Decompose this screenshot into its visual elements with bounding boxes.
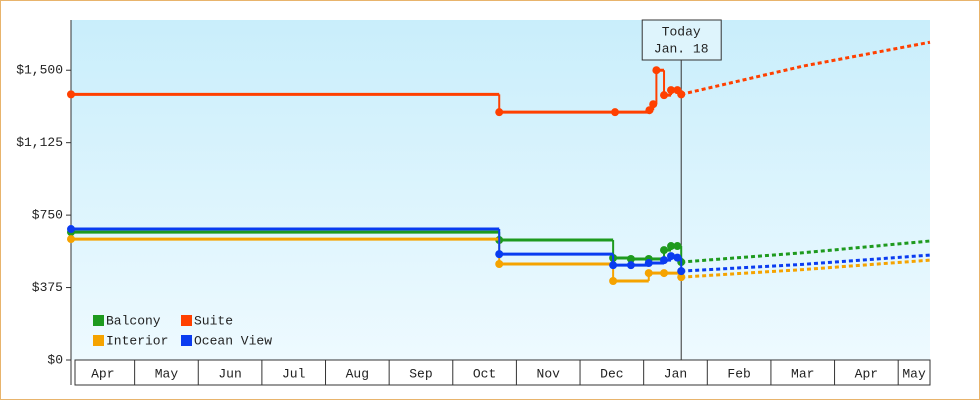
legend-label: Suite [194, 313, 233, 328]
legend-swatch [181, 335, 192, 346]
point [67, 225, 75, 234]
point [673, 242, 682, 251]
x-tick-label: May [902, 366, 926, 381]
x-tick-label: Apr [855, 366, 878, 381]
x-tick-label: May [155, 366, 179, 381]
x-axis-band [74, 359, 931, 386]
y-tick-label: $1,500 [16, 63, 63, 78]
plot-area [71, 20, 930, 360]
x-tick-label: Dec [600, 366, 623, 381]
point [67, 235, 75, 244]
point [495, 108, 504, 117]
forecast-line [681, 239, 931, 264]
x-tick-label: Jul [282, 366, 306, 381]
forecast-line [681, 258, 931, 279]
x-tick-label: Jun [218, 366, 241, 381]
legend-label: Balcony [106, 313, 161, 328]
x-tick-label: Apr [91, 366, 114, 381]
point [611, 108, 620, 117]
point [67, 90, 75, 99]
today-box [641, 19, 722, 61]
point [495, 250, 504, 259]
point [644, 259, 653, 268]
point [660, 91, 669, 100]
y-tick-label: $750 [32, 208, 63, 223]
point [677, 267, 686, 276]
x-tick-label: Oct [473, 366, 496, 381]
point [609, 276, 618, 285]
point [673, 253, 682, 262]
point [667, 242, 676, 251]
today-label: Jan. 18 [654, 41, 709, 56]
x-tick-label: Jan [664, 366, 687, 381]
point [652, 66, 661, 75]
point [649, 100, 658, 109]
forecast-line [680, 40, 931, 96]
point [667, 86, 676, 95]
y-tick-label: $375 [32, 280, 63, 295]
point [626, 261, 635, 270]
x-tick-label: Aug [346, 366, 369, 381]
legend-swatch [93, 335, 104, 346]
point [677, 90, 686, 99]
x-tick-label: Nov [537, 366, 561, 381]
legend-swatch [181, 315, 192, 326]
point [644, 269, 653, 278]
y-tick-label: $1,125 [16, 135, 63, 150]
x-tick-label: Mar [791, 366, 814, 381]
point [645, 106, 654, 115]
point [609, 261, 618, 270]
y-tick-label: $0 [47, 352, 63, 367]
point [495, 259, 504, 268]
legend-label: Interior [106, 333, 168, 348]
forecast-line [681, 253, 931, 273]
legend-swatch [93, 315, 104, 326]
point [660, 256, 669, 265]
x-tick-label: Sep [409, 366, 432, 381]
point [660, 269, 669, 278]
point [660, 246, 669, 255]
x-tick-label: Feb [727, 366, 750, 381]
point [667, 252, 676, 261]
point [677, 273, 686, 282]
legend-label: Ocean View [194, 333, 272, 348]
today-label: Today [662, 24, 701, 39]
point [626, 254, 635, 263]
